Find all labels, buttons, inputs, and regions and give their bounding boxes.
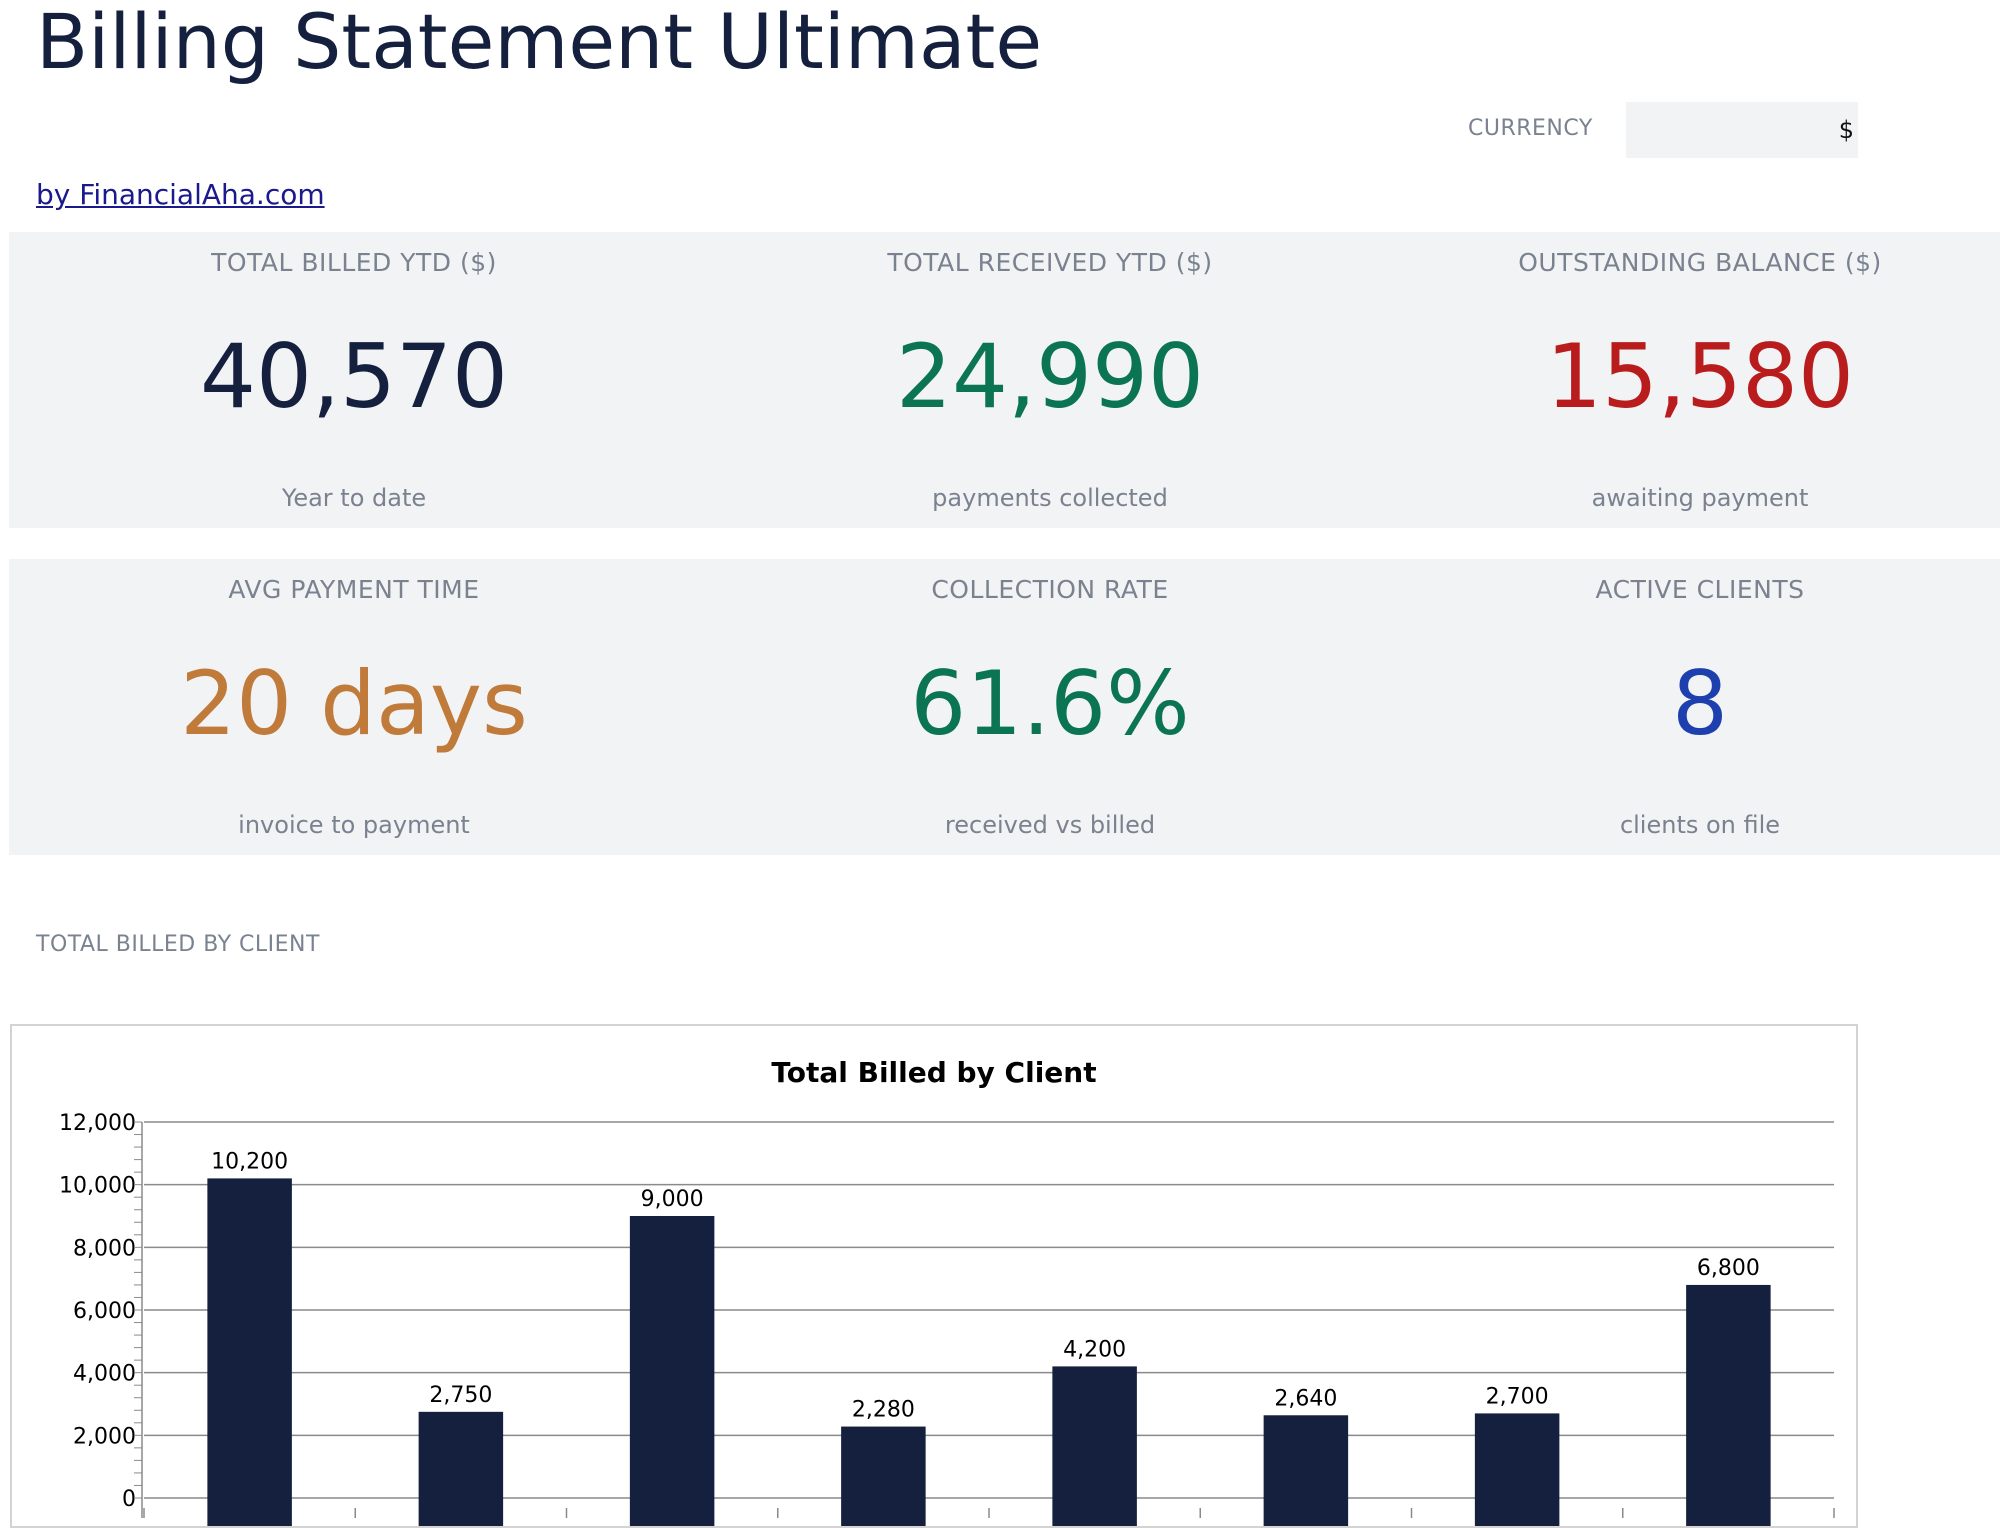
bar [1686,1284,1771,1526]
y-tick-label: 6,000 [73,1299,136,1324]
section-label: TOTAL BILLED BY CLIENT [36,932,320,957]
bar [841,1426,926,1526]
kpi-label: TOTAL RECEIVED YTD ($) [887,248,1213,277]
bar-data-label: 10,200 [211,1149,288,1174]
bar [1052,1366,1137,1526]
y-tick-label: 8,000 [73,1236,136,1261]
bar-data-label: 2,280 [852,1398,915,1423]
bar-data-label: 2,640 [1274,1386,1337,1411]
kpi-label: AVG PAYMENT TIME [228,575,480,604]
currency-label: CURRENCY [1468,116,1593,141]
kpi-subtitle: invoice to payment [238,811,470,839]
y-tick-label: 10,000 [59,1174,136,1199]
kpi-row-2: AVG PAYMENT TIME 20 days invoice to paym… [9,559,2000,855]
y-tick-label: 4,000 [73,1362,136,1387]
currency-input[interactable]: $ [1626,102,1858,158]
kpi-value: 61.6% [910,652,1190,755]
byline-link[interactable]: by FinancialAha.com [36,178,325,211]
kpi-subtitle: payments collected [932,484,1168,512]
kpi-row-1: TOTAL BILLED YTD ($) 40,570 Year to date… [9,232,2000,528]
kpi-card-avg-payment-time: AVG PAYMENT TIME 20 days invoice to paym… [9,559,699,855]
bar [629,1216,715,1526]
kpi-label: ACTIVE CLIENTS [1595,575,1805,604]
kpi-card-outstanding-balance: OUTSTANDING BALANCE ($) 15,580 awaiting … [1355,232,2000,528]
kpi-subtitle: Year to date [281,484,427,512]
kpi-value: 8 [1672,652,1728,755]
bar [207,1178,292,1526]
kpi-label: OUTSTANDING BALANCE ($) [1518,248,1882,277]
bar [1263,1415,1349,1526]
kpi-card-total-billed: TOTAL BILLED YTD ($) 40,570 Year to date [9,232,699,528]
kpi-label: TOTAL BILLED YTD ($) [211,248,497,277]
bar-chart: Total Billed by Client 0 2,000 4,000 6,000 8… [59,1056,1835,1526]
y-tick-label: 2,000 [73,1424,136,1449]
y-tick-label: 0 [122,1487,136,1512]
bar [1474,1413,1560,1526]
kpi-card-collection-rate: COLLECTION RATE 61.6% received vs billed [705,559,1395,855]
currency-value: $ [1838,116,1854,144]
bar-data-label: 2,750 [429,1383,492,1408]
bar-data-label: 4,200 [1063,1337,1126,1362]
kpi-value: 20 days [180,652,528,755]
chart-container: Total Billed by Client 0 2,000 4,000 6,000 8… [10,1024,1858,1528]
kpi-label: COLLECTION RATE [931,575,1169,604]
chart-title: Total Billed by Client [771,1056,1096,1089]
kpi-card-total-received: TOTAL RECEIVED YTD ($) 24,990 payments c… [705,232,1395,528]
bar-data-label: 6,800 [1697,1256,1760,1281]
kpi-value: 15,580 [1546,325,1854,428]
kpi-subtitle: received vs billed [944,811,1156,839]
kpi-card-active-clients: ACTIVE CLIENTS 8 clients on file [1355,559,2000,855]
kpi-subtitle: clients on file [1619,811,1781,839]
kpi-subtitle: awaiting payment [1591,484,1809,512]
kpi-value: 40,570 [200,325,508,428]
kpi-value: 24,990 [896,325,1204,428]
page-title: Billing Statement Ultimate [36,0,1043,86]
bar-data-label: 9,000 [641,1187,704,1212]
bar [418,1411,504,1526]
y-tick-label: 12,000 [59,1111,136,1136]
bar-data-label: 2,700 [1486,1384,1549,1409]
